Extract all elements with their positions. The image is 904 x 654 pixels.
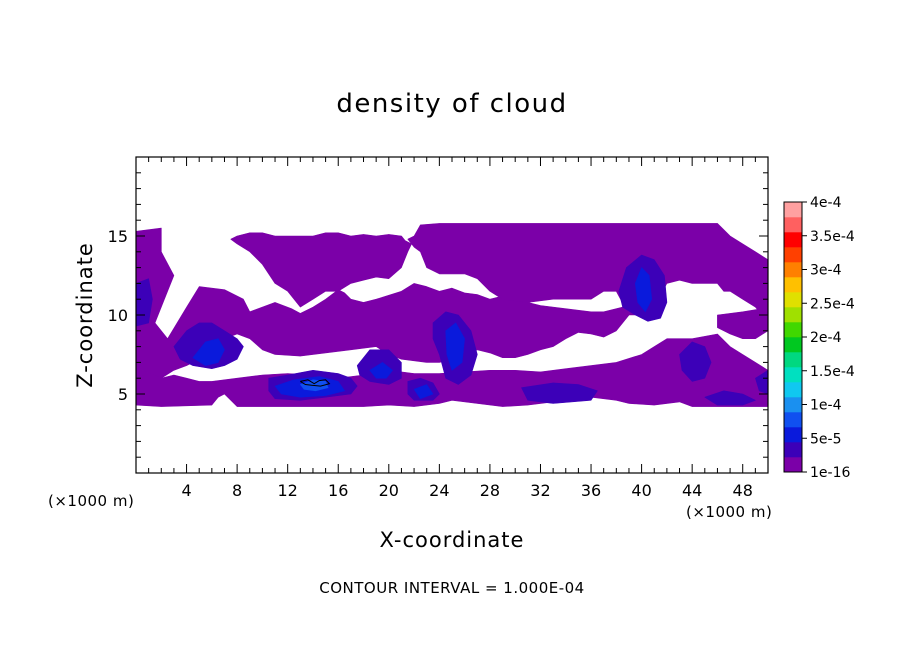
contour-region-level-1 xyxy=(679,341,712,382)
contour-region-level-1 xyxy=(136,278,153,327)
contour-interval-note: CONTOUR INTERVAL = 1.000E-04 xyxy=(319,579,584,597)
x-tick-labels: 4 8 12 16 20 24 28 32 36 40 44 48 xyxy=(181,481,752,500)
colorbar-label: 2e-4 xyxy=(810,330,842,346)
colorbar-label: 1.5e-4 xyxy=(810,364,855,380)
colorbar-label: 4e-4 xyxy=(810,195,842,211)
colorbar-swatch xyxy=(784,442,802,458)
x-tick-label: 4 xyxy=(181,481,191,500)
colorbar-swatch xyxy=(784,217,802,233)
colorbar-swatch xyxy=(784,292,802,308)
colorbar-swatch xyxy=(784,337,802,353)
y-tick-label: 10 xyxy=(108,306,128,325)
colorbar-swatch xyxy=(784,277,802,293)
colorbar-label: 3e-4 xyxy=(810,263,842,279)
x-tick-label: 8 xyxy=(232,481,242,500)
x-tick-label: 48 xyxy=(733,481,753,500)
colorbar-swatch xyxy=(784,457,802,473)
colorbar-label: 2.5e-4 xyxy=(810,296,855,312)
colorbar-swatch xyxy=(784,307,802,323)
contour-region-level-2 xyxy=(369,362,393,379)
contour-lines xyxy=(300,379,331,387)
x-tick-label: 16 xyxy=(328,481,348,500)
contour-region-level-0 xyxy=(717,306,768,340)
y-tick-label: 5 xyxy=(118,385,128,404)
x-tick-label: 24 xyxy=(429,481,449,500)
colorbar-swatch xyxy=(784,202,802,218)
x-tick-label: 40 xyxy=(631,481,651,500)
contour-region-level-2 xyxy=(634,267,653,313)
x-tick-label: 20 xyxy=(379,481,399,500)
colorbar-swatch xyxy=(784,412,802,428)
colorbar-label: 1e-4 xyxy=(810,398,842,414)
y-axis-label: Z-coordinate xyxy=(73,242,97,388)
colorbar-label: 5e-5 xyxy=(810,431,841,447)
x-axis-label: X-coordinate xyxy=(380,528,525,552)
contour-region-level-1 xyxy=(521,382,598,404)
colorbar-swatch xyxy=(784,382,802,398)
axis-ticks xyxy=(136,157,768,473)
contour-region-level-2 xyxy=(445,322,465,371)
y-unit-note: (×1000 m) xyxy=(48,492,134,510)
colorbar-label: 1e-16 xyxy=(810,465,850,481)
contour-region-level-2 xyxy=(413,384,434,400)
x-tick-label: 28 xyxy=(480,481,500,500)
chart-title: density of cloud xyxy=(336,89,567,119)
contour-region-level-2 xyxy=(192,338,225,366)
x-tick-label: 36 xyxy=(581,481,601,500)
x-tick-label: 12 xyxy=(278,481,298,500)
colorbar-swatch xyxy=(784,232,802,248)
contour-region-level-1 xyxy=(755,369,768,395)
colorbar-swatch xyxy=(784,247,802,263)
colorbar-swatch xyxy=(784,427,802,443)
colorbar-swatch xyxy=(784,367,802,383)
contour-line xyxy=(300,379,331,387)
plot-area xyxy=(136,223,768,407)
colorbar-swatch xyxy=(784,397,802,413)
colorbar-swatch xyxy=(784,352,802,368)
colorbar-label: 3.5e-4 xyxy=(810,229,855,245)
colorbar-swatch xyxy=(784,322,802,338)
contour-region-level-1 xyxy=(704,390,756,406)
colorbar xyxy=(783,201,807,473)
x-tick-label: 32 xyxy=(530,481,550,500)
contour-region-level-0 xyxy=(407,223,768,316)
colorbar-swatch xyxy=(784,262,802,278)
contour-region-level-0 xyxy=(136,227,630,379)
x-tick-label: 44 xyxy=(682,481,702,500)
x-unit-note: (×1000 m) xyxy=(686,503,772,521)
colorbar-labels: 1e-16 5e-5 1e-4 1.5e-4 2e-4 2.5e-4 3e-4 3.5e-4 4… xyxy=(810,195,855,481)
y-tick-labels: 5 10 15 xyxy=(108,227,128,404)
contour-region-level-0 xyxy=(230,232,412,308)
y-tick-label: 15 xyxy=(108,227,128,246)
